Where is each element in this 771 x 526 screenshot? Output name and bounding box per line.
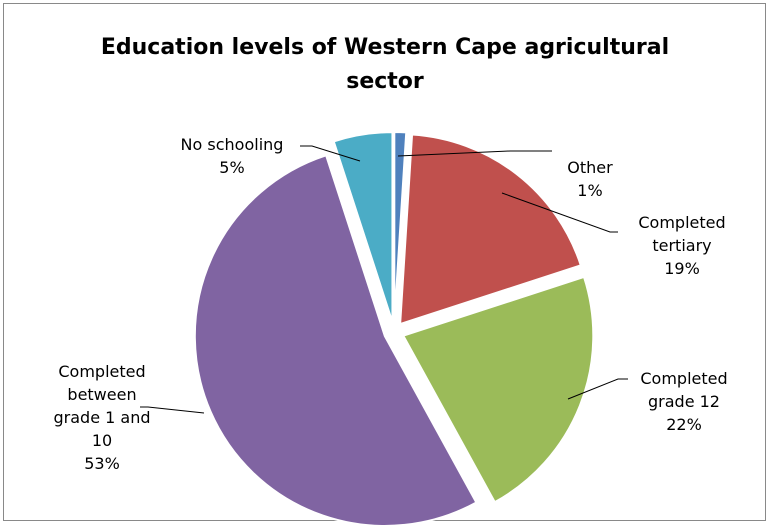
chart-title-line-2: sector [346, 69, 424, 94]
chart-title-line-1: Education levels of Western Cape agricul… [101, 35, 669, 60]
pie-slice-0 [393, 131, 408, 323]
leader-line-0 [397, 150, 552, 157]
pie-slice-4 [332, 131, 394, 323]
leader-line-4 [300, 145, 361, 162]
pie-slice-2 [401, 275, 595, 504]
leader-line-1 [501, 192, 618, 233]
leader-line-2 [567, 378, 628, 400]
data-label-2: Completed grade 12 22% [640, 369, 727, 434]
data-label-3: Completed between grade 1 and 10 53% [54, 362, 151, 473]
data-label-4: No schooling 5% [181, 135, 284, 177]
data-label-1: Completed tertiary 19% [638, 213, 725, 278]
data-label-0: Other 1% [567, 158, 613, 200]
pie-slice-1 [399, 133, 583, 326]
leader-line-3 [140, 406, 205, 414]
